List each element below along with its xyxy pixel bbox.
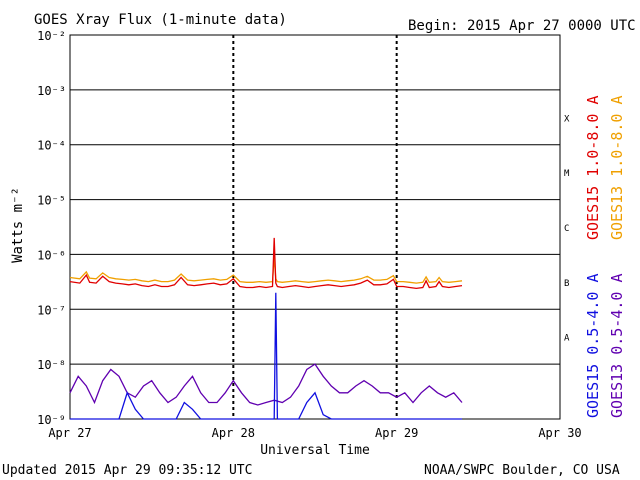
credit-label: NOAA/SWPC Boulder, CO USA (424, 463, 620, 478)
legend-goes13-short: GOES13 0.5-4.0 A (608, 274, 626, 419)
y-tick-label: 10⁻⁵ (37, 194, 66, 208)
x-tick-labels: Apr 27 Apr 28 Apr 29 Apr 30 (48, 426, 581, 440)
chart-title: GOES Xray Flux (1-minute data) (34, 12, 287, 28)
x-tick-label: Apr 30 (538, 426, 581, 440)
begin-label: Begin: 2015 Apr 27 0000 UTC (408, 18, 636, 34)
plot-frame (69, 34, 561, 420)
flare-class-label: C (564, 224, 569, 234)
y-tick-label: 10⁻³ (37, 84, 66, 98)
series-line (70, 292, 462, 420)
series-line (69, 256, 463, 284)
y-tick-label: 10⁻⁸ (37, 358, 66, 372)
series-line (69, 237, 463, 290)
y-tick-label: 10⁻² (37, 29, 66, 43)
y-tick-labels: 10⁻⁹ 10⁻⁸ 10⁻⁷ 10⁻⁶ 10⁻⁵ 10⁻⁴ 10⁻³ 10⁻² (37, 29, 66, 427)
y-tick-label: 10⁻⁷ (37, 303, 66, 317)
y-tick-label: 10⁻⁹ (37, 413, 66, 427)
flare-class-label: A (564, 334, 570, 344)
day-dividers (232, 35, 398, 419)
x-tick-label: Apr 29 (375, 426, 418, 440)
flare-class-label: M (564, 169, 570, 179)
flare-class-label: B (564, 279, 569, 289)
y-axis-title: Watts m⁻² (10, 187, 26, 263)
series-group (69, 237, 463, 420)
grid-lines (70, 89, 560, 365)
flare-class-label: X (564, 114, 570, 124)
x-tick-label: Apr 27 (48, 426, 91, 440)
legend-goes13-long: GOES13 1.0-8.0 A (608, 96, 626, 241)
y-tick-label: 10⁻⁶ (37, 248, 66, 262)
legend-goes15-long: GOES15 1.0-8.0 A (584, 96, 602, 241)
flare-class-labels: X M C B A (564, 114, 570, 343)
legend-goes15-short: GOES15 0.5-4.0 A (584, 274, 602, 419)
x-tick-label: Apr 28 (212, 426, 255, 440)
x-axis-title: Universal Time (260, 443, 370, 458)
updated-label: Updated 2015 Apr 29 09:35:12 UTC (2, 463, 252, 478)
series-line (69, 363, 463, 406)
y-tick-label: 10⁻⁴ (37, 139, 66, 153)
